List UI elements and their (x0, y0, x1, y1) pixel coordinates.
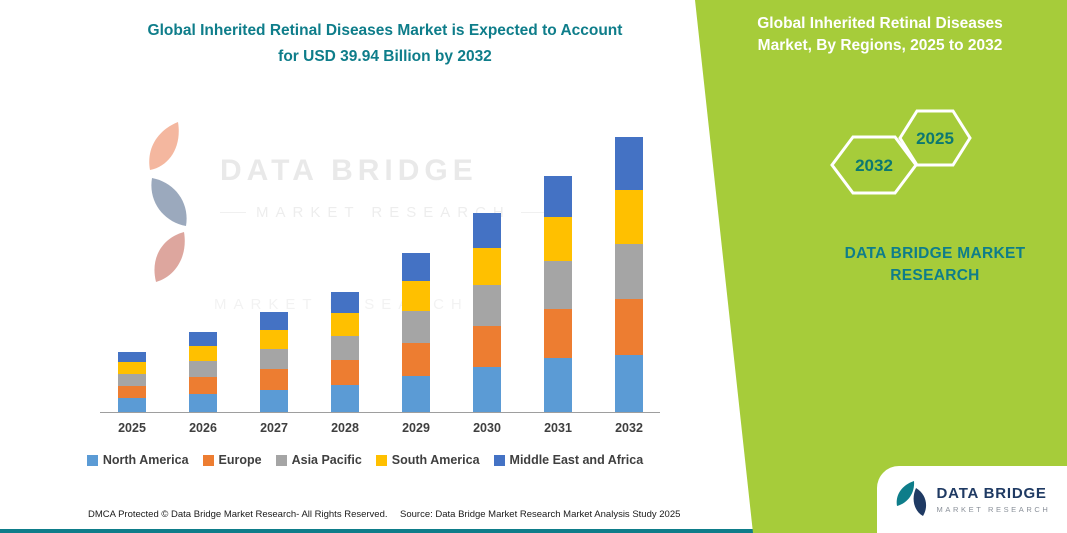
bar-segment-north-america (118, 398, 146, 412)
bar-segment-europe (331, 360, 359, 385)
side-panel-title: Global Inherited Retinal Diseases Market… (757, 15, 1003, 55)
bar-2028 (331, 292, 359, 412)
bar-segment-middle-east-and-africa (331, 292, 359, 313)
legend-item-north-america: North America (86, 453, 189, 467)
hexagon-graphic-icon: 2032 2025 (830, 109, 972, 195)
bar-2032 (615, 137, 643, 412)
bar-segment-south-america (402, 281, 430, 311)
bar-segment-south-america (118, 362, 146, 374)
bar-segment-middle-east-and-africa (189, 332, 217, 346)
bar-segment-south-america (473, 248, 501, 285)
bar-2027 (260, 312, 288, 412)
bar-segment-south-america (260, 330, 288, 349)
bar-2025 (118, 352, 146, 412)
chart-legend: North America Europe Asia Pacific South Ame… (45, 453, 685, 467)
chart-title: Global Inherited Retinal Diseases Market… (147, 22, 623, 65)
hexagon-2025-icon (898, 109, 972, 167)
side-panel: Global Inherited Retinal Diseases Market… (695, 0, 1067, 533)
bar-segment-asia-pacific (189, 361, 217, 377)
bar-2026 (189, 332, 217, 412)
legend-swatch (275, 454, 287, 466)
x-axis-label-2032: 2032 (615, 421, 643, 435)
x-axis-label-2026: 2026 (189, 421, 217, 435)
bar-segment-north-america (260, 390, 288, 412)
bar-2030 (473, 213, 501, 412)
bar-segment-north-america (544, 358, 572, 412)
legend-swatch (86, 454, 98, 466)
legend-swatch (375, 454, 387, 466)
legend-label: Middle East and Africa (509, 453, 644, 467)
bottom-accent-bar (0, 529, 1067, 533)
bar-segment-middle-east-and-africa (260, 312, 288, 330)
bar-segment-europe (189, 377, 217, 394)
bar-segment-europe (544, 309, 572, 358)
bar-segment-middle-east-and-africa (615, 137, 643, 190)
bar-segment-asia-pacific (260, 349, 288, 369)
legend-item-south-america: South America (375, 453, 480, 467)
source-note: Source: Data Bridge Market Research Mark… (400, 509, 681, 520)
bar-segment-north-america (473, 367, 501, 412)
bar-segment-south-america (331, 313, 359, 336)
bar-segment-europe (473, 326, 501, 367)
legend-label: Asia Pacific (291, 453, 362, 467)
bar-segment-middle-east-and-africa (544, 176, 572, 217)
bar-segment-asia-pacific (402, 311, 430, 343)
legend-item-europe: Europe (202, 453, 262, 467)
legend-label: North America (102, 453, 189, 467)
logo-badge-text: DATA BRIDGE MARKET RESEARCH (937, 485, 1051, 514)
bar-segment-middle-east-and-africa (402, 253, 430, 281)
bar-segment-middle-east-and-africa (473, 213, 501, 248)
bar-segment-south-america (615, 190, 643, 244)
legend-label: South America (391, 453, 480, 467)
hexagon-year-right: 2025 (916, 129, 954, 148)
bar-segment-asia-pacific (331, 336, 359, 360)
x-axis-label-2027: 2027 (260, 421, 288, 435)
legend-item-middle-east-and-africa: Middle East and Africa (493, 453, 644, 467)
legend-swatch (493, 454, 505, 466)
x-axis-label-2028: 2028 (331, 421, 359, 435)
logo-badge-sub: MARKET RESEARCH (936, 505, 1051, 514)
dmca-note: DMCA Protected © Data Bridge Market Rese… (88, 509, 388, 520)
x-axis-label-2030: 2030 (473, 421, 501, 435)
bar-segment-south-america (544, 217, 572, 261)
bar-segment-north-america (402, 376, 430, 412)
logo-badge-brand: DATA BRIDGE (936, 485, 1047, 502)
x-axis-label-2029: 2029 (402, 421, 430, 435)
hexagon-year-left: 2032 (855, 156, 893, 175)
bar-segment-north-america (331, 385, 359, 412)
bar-chart: 2025 2026 2027 2028 2029 2030 2031 2032 (100, 100, 660, 435)
bar-segment-asia-pacific (473, 285, 501, 326)
legend-item-asia-pacific: Asia Pacific (275, 453, 362, 467)
bar-segment-europe (402, 343, 430, 376)
x-axis-label-2031: 2031 (544, 421, 572, 435)
bar-segment-north-america (615, 355, 643, 412)
legend-swatch (202, 454, 214, 466)
bar-segment-europe (615, 299, 643, 355)
side-panel-brand: DATA BRIDGE MARKET RESEARCH (844, 245, 1026, 284)
bar-segment-europe (260, 369, 288, 390)
year-hexagons: 2032 2025 (825, 103, 975, 213)
bar-segment-south-america (189, 346, 217, 361)
bar-segment-north-america (189, 394, 217, 412)
bar-segment-europe (118, 386, 146, 398)
bar-segment-middle-east-and-africa (118, 352, 146, 362)
legend-label: Europe (218, 453, 262, 467)
dbmr-logo-icon (896, 480, 926, 516)
bar-segment-asia-pacific (118, 374, 146, 386)
bar-segment-asia-pacific (615, 244, 643, 299)
bar-2031 (544, 176, 572, 412)
bar-segment-asia-pacific (544, 261, 572, 309)
bar-2029 (402, 253, 430, 412)
x-axis-label-2025: 2025 (118, 421, 146, 435)
logo-badge: DATA BRIDGE MARKET RESEARCH (877, 466, 1067, 533)
